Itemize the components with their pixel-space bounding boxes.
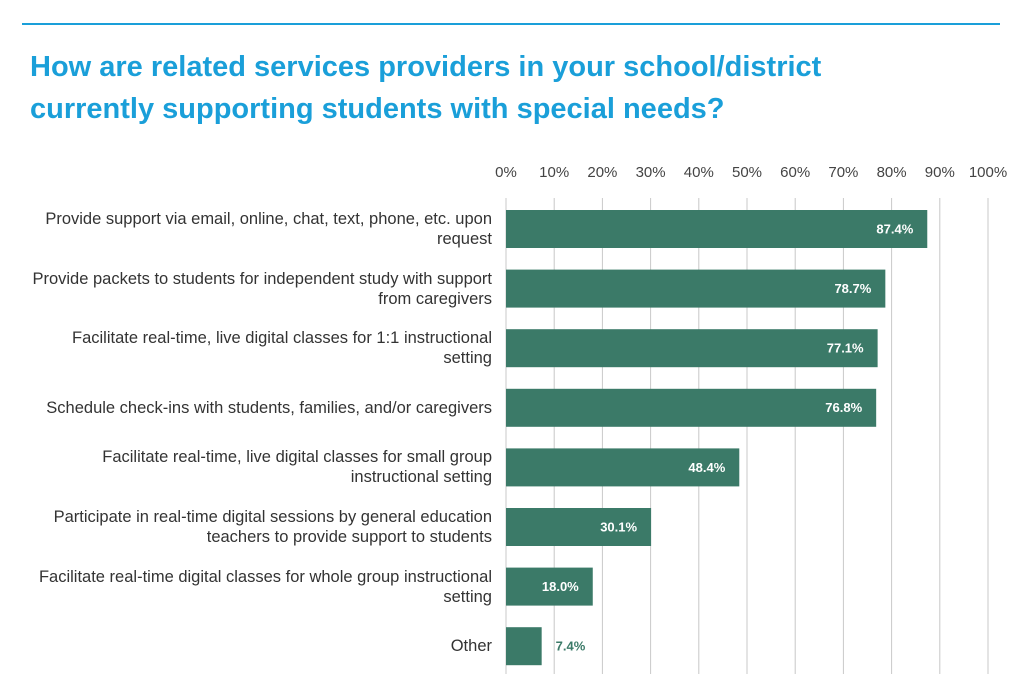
x-tick-label: 30% (636, 164, 666, 181)
x-tick-label: 70% (828, 164, 858, 181)
x-tick-label: 50% (732, 164, 762, 181)
category-label: Participate in real-time digital session… (53, 508, 492, 546)
x-tick-label: 90% (925, 164, 955, 181)
x-tick-label: 80% (877, 164, 907, 181)
bar (506, 567, 593, 606)
top-rule (22, 23, 1000, 25)
value-label: 78.7% (834, 281, 871, 296)
category-label: Facilitate real-time digital classes for… (38, 567, 492, 606)
category-label: Provide packets to students for independ… (32, 269, 492, 308)
category-label: Provide support via email, online, chat,… (45, 210, 492, 248)
x-tick-label: 20% (587, 164, 617, 181)
value-label: 7.4% (556, 639, 586, 654)
bar (506, 388, 877, 427)
bar (506, 329, 878, 368)
bar (506, 269, 886, 308)
value-label: 30.1% (600, 519, 637, 534)
category-label: Facilitate real-time, live digital class… (102, 448, 492, 487)
category-label: Other (450, 637, 492, 656)
category-label: Schedule check-ins with students, famili… (46, 398, 492, 417)
value-label: 76.8% (825, 400, 862, 415)
x-tick-label: 60% (780, 164, 810, 181)
value-label: 87.4% (876, 221, 913, 236)
value-label: 18.0% (542, 579, 579, 594)
bar (506, 508, 652, 546)
value-label: 77.1% (827, 341, 864, 356)
x-tick-label: 40% (684, 164, 714, 181)
bar (506, 210, 928, 248)
x-tick-label: 0% (495, 164, 517, 181)
chart-title: How are related services providers in yo… (30, 51, 822, 125)
value-label: 48.4% (688, 460, 725, 475)
category-label: Facilitate real-time, live digital class… (71, 329, 492, 368)
bar (506, 448, 740, 487)
x-tick-label: 100% (969, 164, 1007, 181)
bar (506, 627, 542, 666)
x-tick-label: 10% (539, 164, 569, 181)
